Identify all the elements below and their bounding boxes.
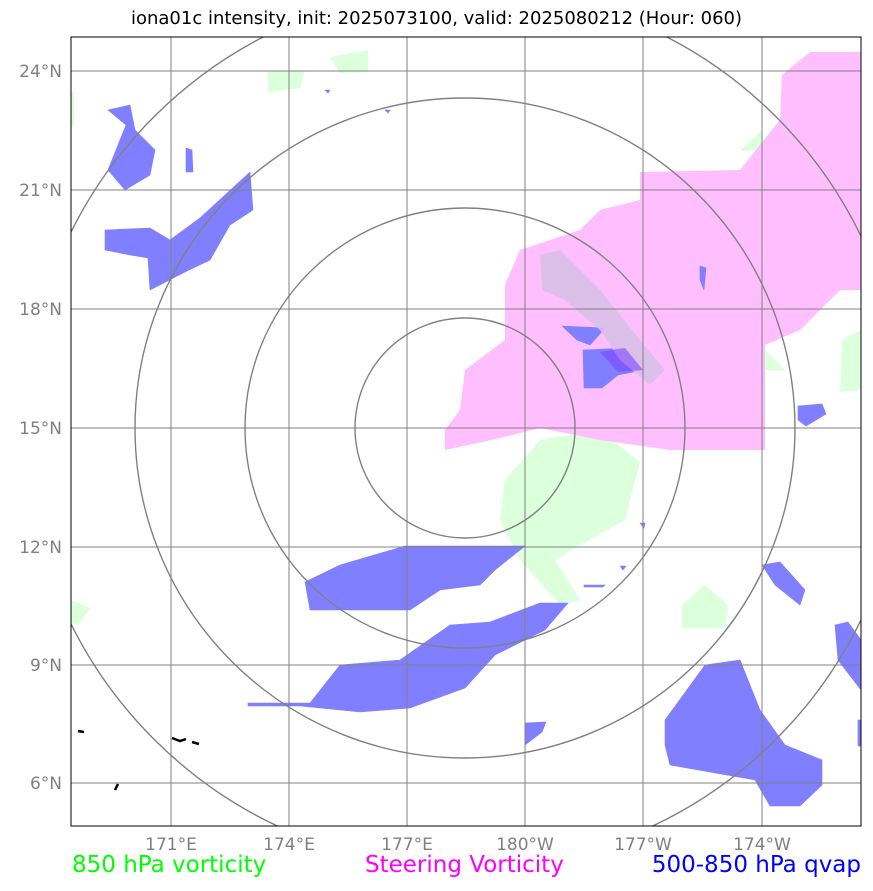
longitude-labels: 171°E 174°E 177°E 180°W 177°W 174°W [145,835,791,855]
range-rings [71,37,861,826]
gridlines [71,37,861,826]
lat-tick-label: 12°N [19,538,62,558]
range-ring [134,97,796,759]
coastline-layer [77,729,200,791]
lat-tick-label: 21°N [19,181,62,201]
lat-tick-label: 9°N [30,656,62,676]
lon-tick-label: 174°E [263,835,315,855]
latitude-labels: 24°N 21°N 18°N 15°N 12°N 9°N 6°N [19,62,62,794]
map-title: iona01c intensity, init: 2025073100, val… [130,8,743,29]
overlap-qvap-layer [540,250,665,385]
steering-vorticity-layer [445,52,861,450]
range-ring [244,207,686,649]
lat-tick-label: 15°N [19,419,62,439]
vorticity-850-layer [71,50,861,628]
qvap-layer [104,89,861,807]
lat-tick-label: 6°N [30,774,62,794]
lon-tick-label: 177°W [614,835,672,855]
lon-tick-label: 174°W [733,835,791,855]
lon-tick-label: 177°E [381,835,433,855]
map-frame [70,36,862,827]
range-ring [354,317,576,539]
legend-qvap: 500-850 hPa qvap [651,852,861,878]
lat-tick-label: 24°N [19,62,62,82]
lon-tick-label: 171°E [145,835,197,855]
lat-tick-label: 18°N [19,300,62,320]
lon-tick-label: 180°W [496,835,554,855]
legend-steering-vorticity: Steering Vorticity [365,852,564,878]
legend-vorticity-850: 850 hPa vorticity [72,852,267,878]
